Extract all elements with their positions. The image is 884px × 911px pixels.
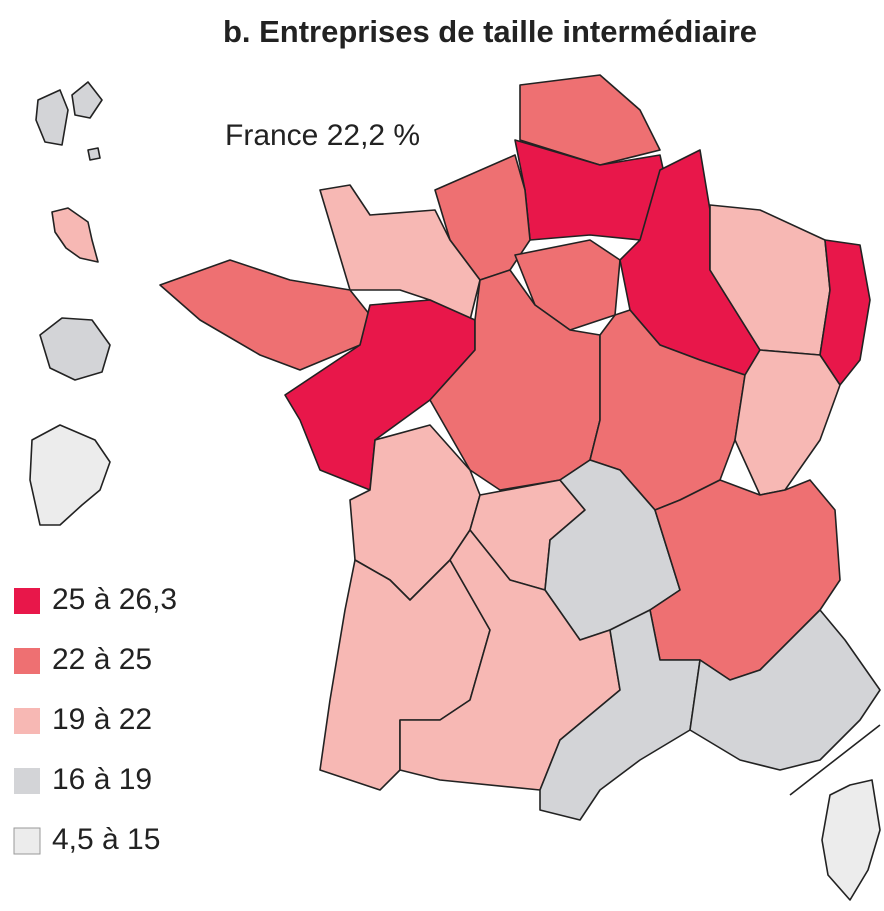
region	[539, 609, 701, 821]
region	[734, 349, 841, 496]
legend-label: 22 à 25	[52, 643, 152, 676]
region	[39, 317, 111, 381]
legend-swatch	[14, 588, 40, 614]
inset-separator	[789, 724, 881, 796]
region	[29, 424, 111, 526]
region	[689, 609, 881, 771]
region	[319, 184, 481, 321]
region	[51, 207, 99, 263]
legend-label: 19 à 22	[52, 703, 152, 736]
legend-label: 4,5 à 15	[52, 823, 160, 856]
legend-label: 16 à 19	[52, 763, 152, 796]
regions	[29, 74, 881, 901]
legend-label: 25 à 26,3	[52, 583, 177, 616]
legend-swatch	[14, 768, 40, 794]
region	[821, 779, 881, 901]
annotation: France 22,2 %	[225, 119, 420, 152]
region	[819, 239, 871, 386]
region	[519, 74, 661, 166]
legend: 25 à 26,3 22 à 25 19 à 22 16 à 19 4,5 à 15	[13, 583, 177, 856]
legend-swatch	[14, 708, 40, 734]
map-title: b. Entreprises de taille intermédiaire	[223, 14, 757, 49]
region	[284, 299, 476, 491]
region	[35, 81, 103, 161]
legend-swatch	[14, 648, 40, 674]
region	[159, 259, 371, 371]
legend-swatch	[13, 827, 41, 855]
